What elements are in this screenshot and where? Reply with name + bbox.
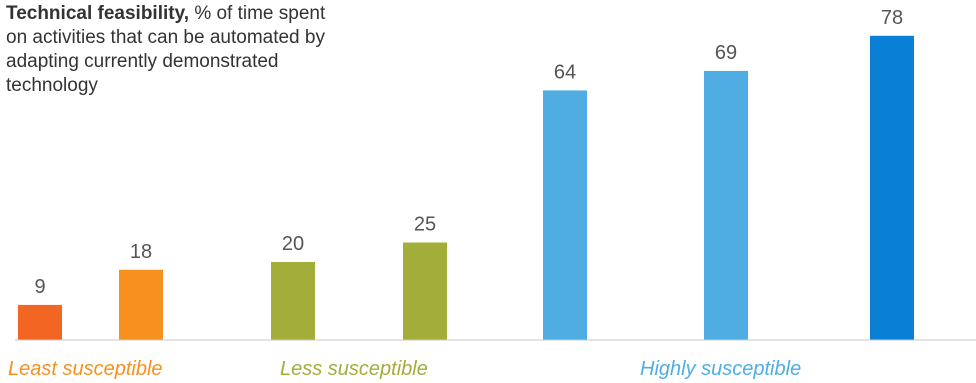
bar-value-label-7: 78	[881, 7, 903, 29]
group-label-less-susceptible: Less susceptible	[280, 358, 428, 380]
group-label-highly-susceptible: Highly susceptible	[640, 358, 801, 380]
bar-value-label-3: 20	[282, 233, 304, 255]
chart-title: Technical feasibility, % of time spent o…	[6, 2, 336, 98]
bar-5	[543, 90, 587, 341]
bar-6	[704, 70, 748, 341]
bar-1	[18, 304, 62, 340]
bar-4	[403, 242, 447, 340]
group-labels-layer: Least susceptible Less susceptible Highly …	[8, 358, 801, 380]
bar-value-label-2: 18	[130, 241, 152, 263]
bar-value-label-5: 64	[554, 61, 576, 83]
bar-value-label-6: 69	[715, 42, 737, 64]
bar-value-label-1: 9	[34, 276, 45, 298]
bar-2	[119, 269, 163, 340]
chart-subtitle: % of time spent on activities that can b…	[6, 3, 326, 96]
bar-7	[870, 35, 914, 341]
bars-layer: 9 18 20 25 64 69 78	[18, 7, 914, 341]
bar-3	[271, 262, 315, 340]
chart-title-bold: Technical feasibility,	[6, 3, 190, 24]
bar-value-label-4: 25	[414, 214, 436, 236]
group-label-least-susceptible: Least susceptible	[8, 358, 163, 380]
